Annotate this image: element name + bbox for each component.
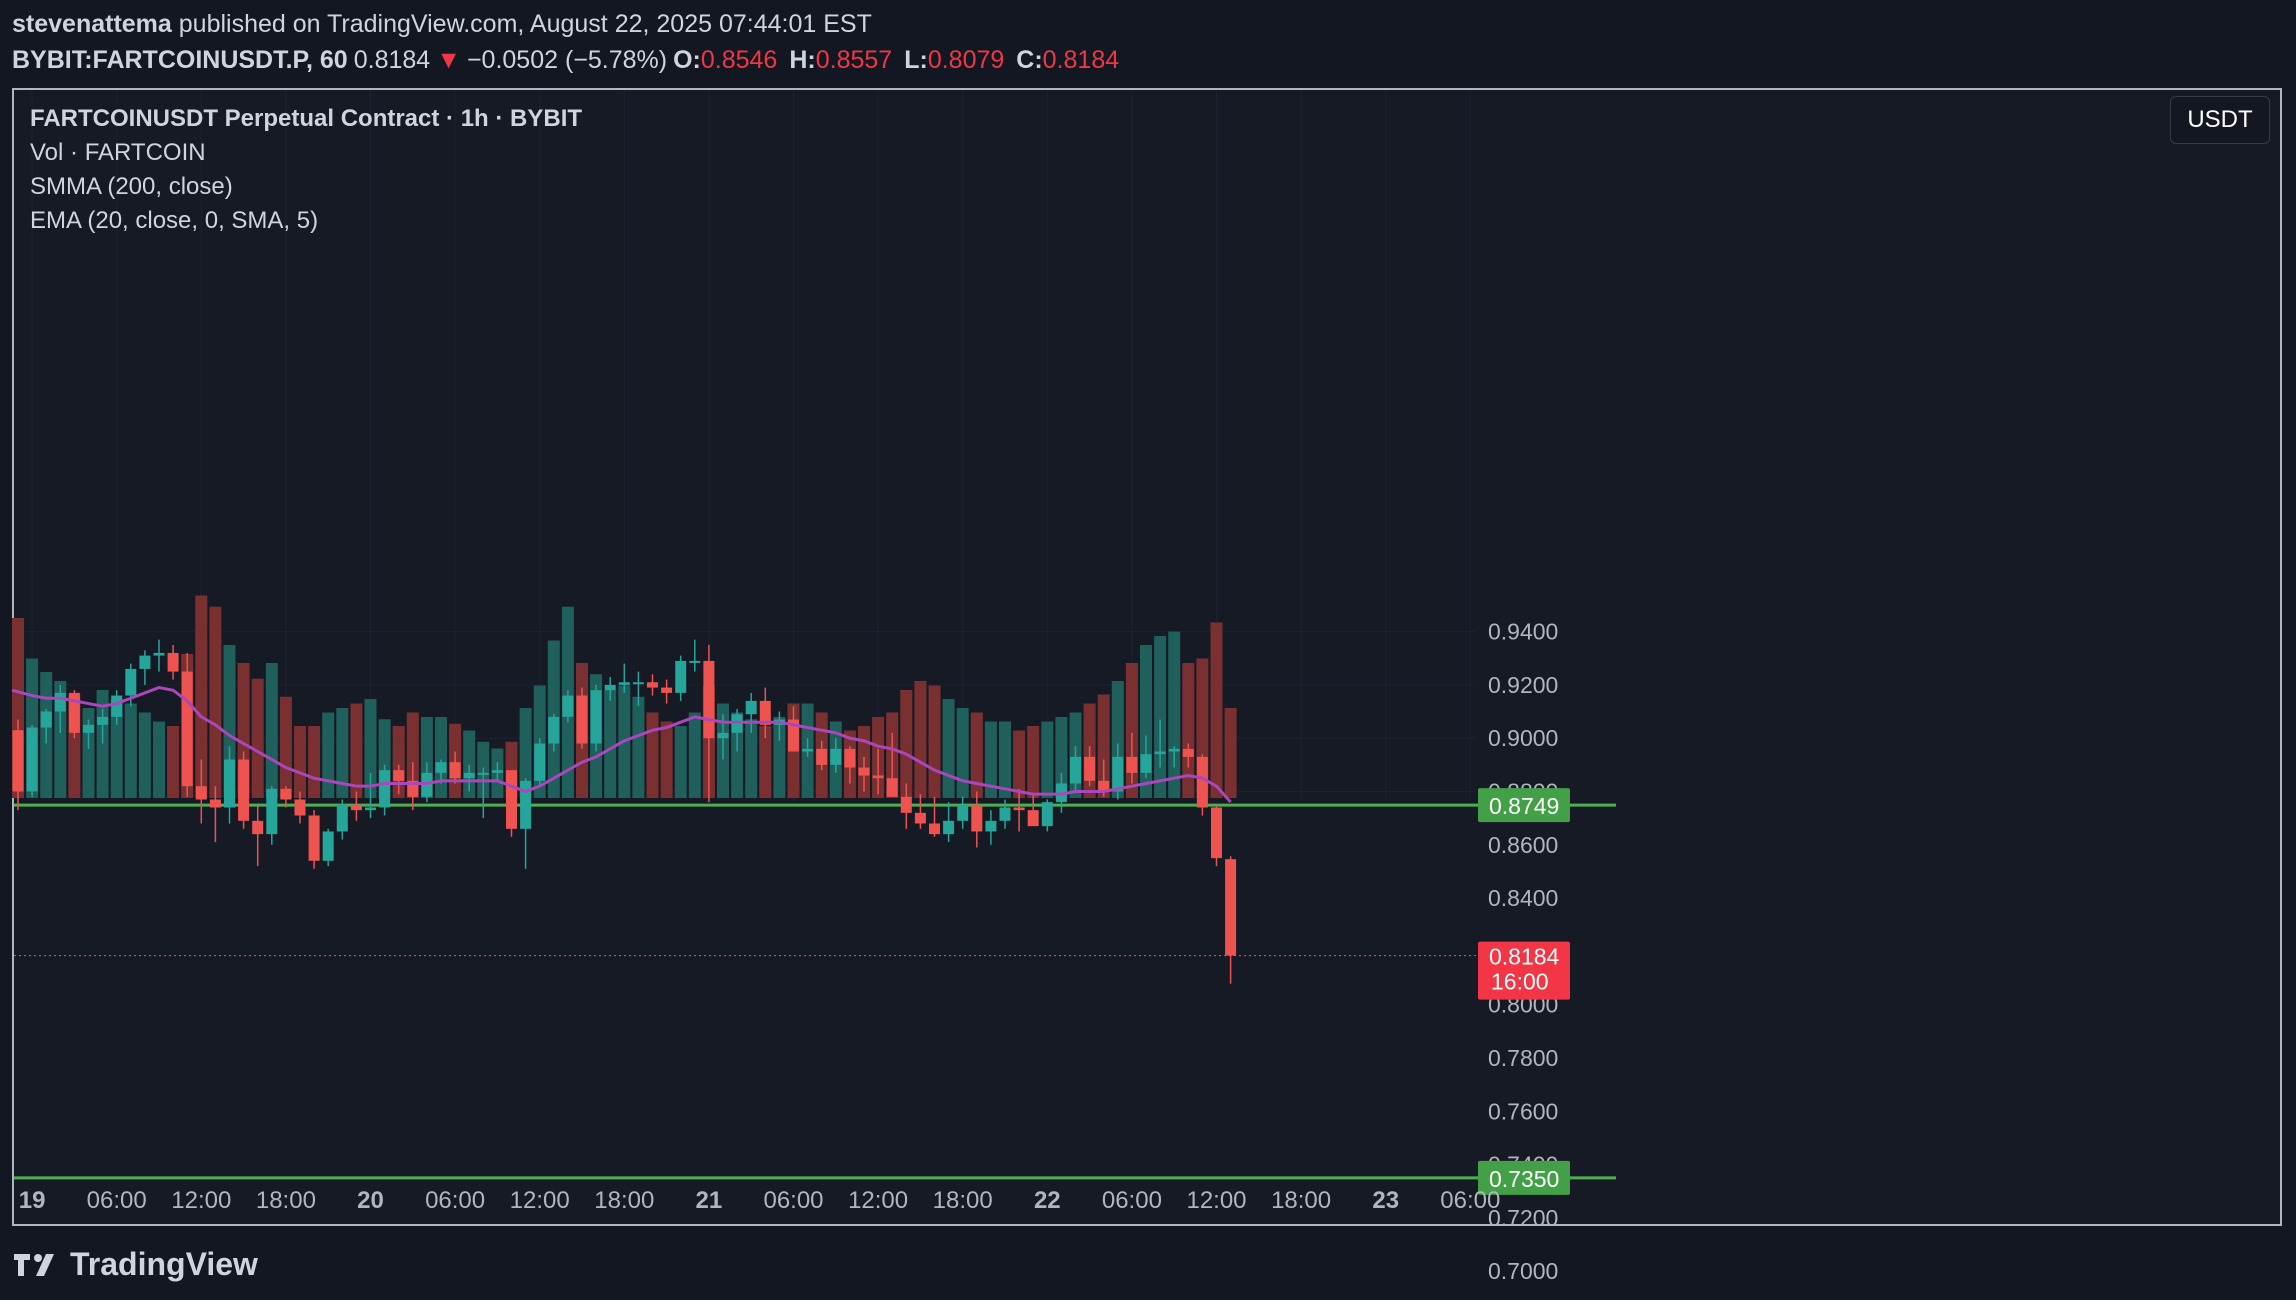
close-value: 0.8184 [1042, 46, 1120, 74]
legend-smma[interactable]: SMMA (200, close) [30, 173, 233, 200]
last-price: 0.8184 [353, 46, 431, 74]
legend-title[interactable]: FARTCOINUSDT Perpetual Contract · 1h · B… [30, 105, 583, 132]
publish-info: published on TradingView.com, August 22,… [178, 10, 872, 38]
chart-frame[interactable] [12, 88, 2282, 1226]
open-value: 0.8546 [700, 46, 778, 74]
symbol-label: BYBIT:FARTCOINUSDT.P, 60 [12, 46, 348, 74]
currency-button[interactable]: USDT [2170, 96, 2270, 144]
down-arrow-icon: ▼ [436, 46, 461, 74]
price-change: −0.0502 (−5.78%) [466, 46, 668, 74]
author-name[interactable]: stevenattema [12, 10, 172, 38]
high-label: H: [789, 46, 816, 74]
close-label: C: [1016, 46, 1043, 74]
chart-legend: FARTCOINUSDT Perpetual Contract · 1h · B… [30, 102, 582, 238]
open-label: O: [673, 46, 701, 74]
tradingview-brand[interactable]: TradingView [12, 1244, 258, 1284]
tradingview-logo-icon [14, 1254, 54, 1276]
brand-name: TradingView [70, 1245, 258, 1282]
high-value: 0.8557 [815, 46, 893, 74]
y-axis-tick-label: 0.7000 [1488, 1258, 1558, 1284]
legend-ema[interactable]: EMA (20, close, 0, SMA, 5) [30, 207, 319, 234]
publish-header: stevenattema published on TradingView.co… [12, 6, 1131, 78]
legend-volume[interactable]: Vol · FARTCOIN [30, 139, 206, 166]
low-value: 0.8079 [927, 46, 1005, 74]
low-label: L: [904, 46, 928, 74]
